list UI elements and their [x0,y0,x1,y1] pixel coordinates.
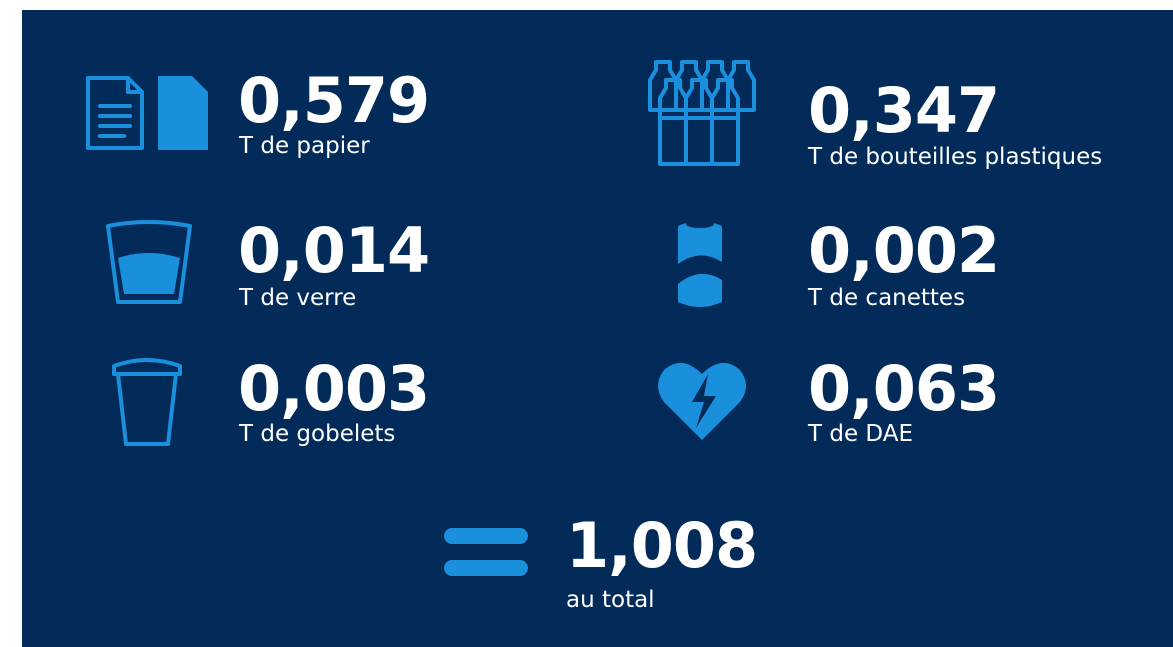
label: T de canettes [808,285,966,311]
value: 0,003 [238,352,430,425]
glass-icon [106,220,192,304]
cup-icon [112,358,182,446]
total-value: 1,008 [566,509,758,582]
label: T de gobelets [239,421,396,447]
can-icon [678,220,722,307]
value: 0,579 [238,64,430,137]
total-label: au total [566,587,655,613]
value: 0,063 [808,352,1000,425]
heart-icon [658,362,746,440]
paper-icon [86,76,208,150]
value: 0,002 [808,214,1000,287]
label: T de DAE [808,421,913,447]
equals-icon [444,528,528,576]
panel [22,10,1173,647]
label: T de bouteilles plastiques [808,144,1103,170]
value: 0,014 [238,214,430,287]
value: 0,347 [808,74,1000,147]
label: T de papier [239,133,370,159]
label: T de verre [239,285,357,311]
bottles-icon [648,60,756,166]
